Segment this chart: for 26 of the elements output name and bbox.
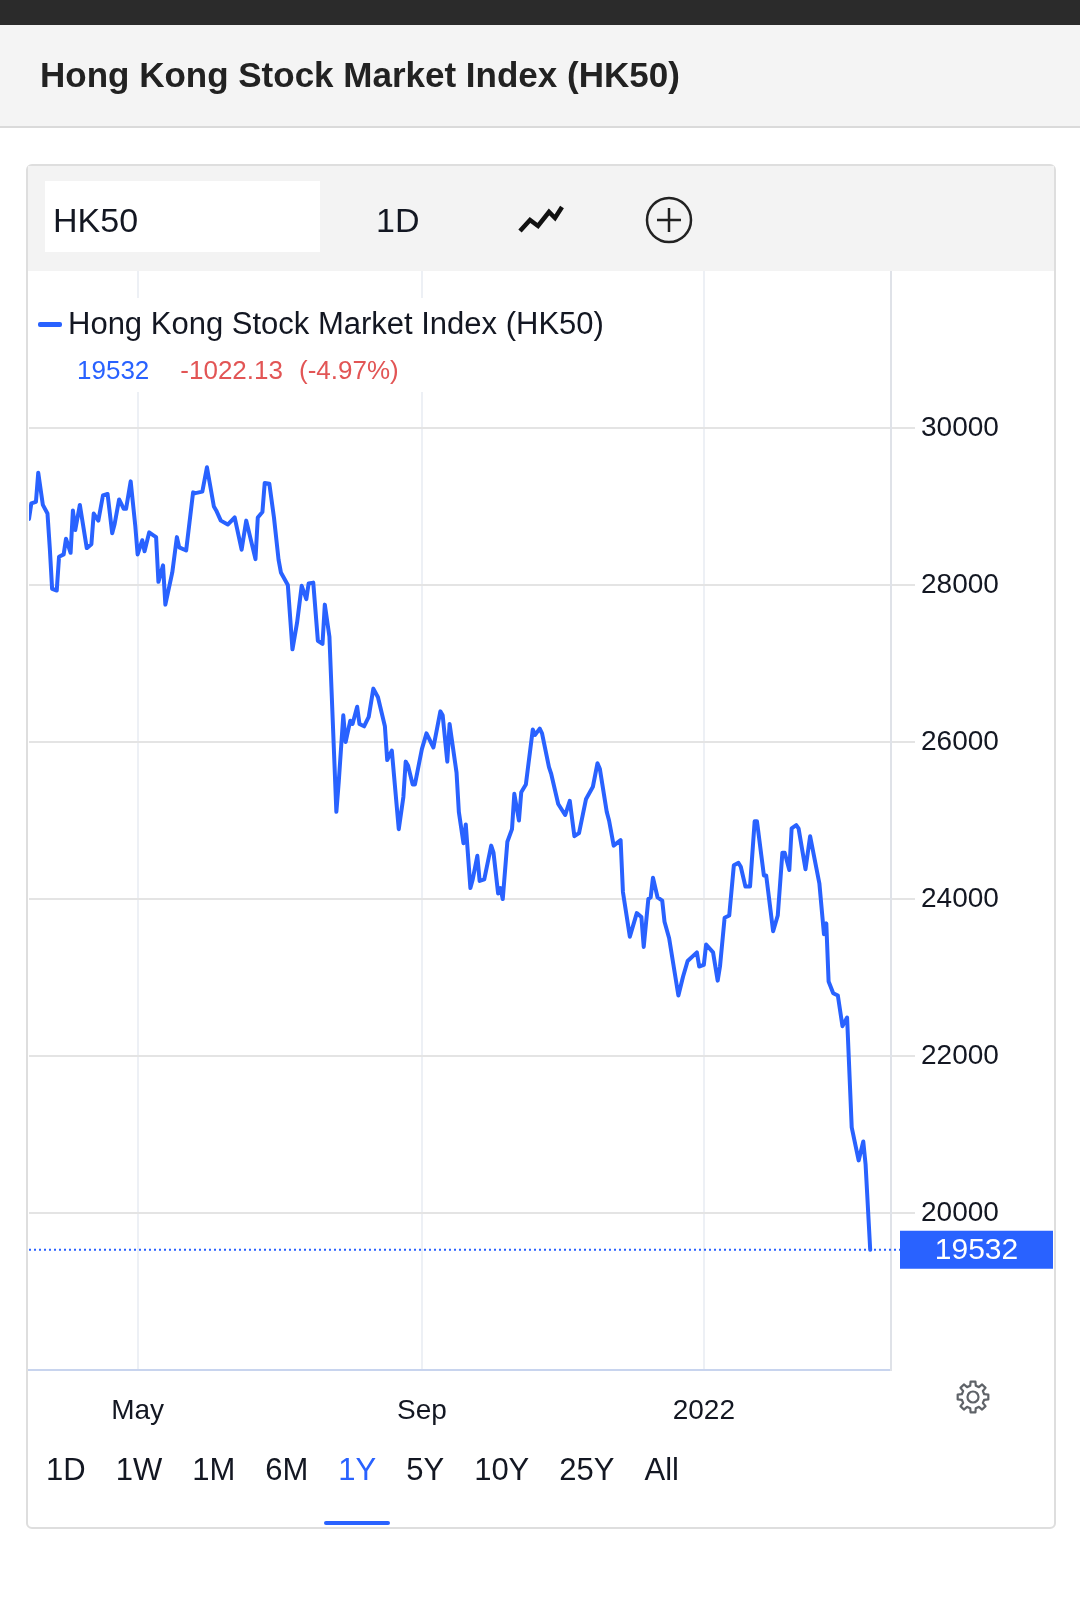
text: 25Y [559, 1451, 615, 1489]
y-tick-label: 26000 [921, 724, 999, 756]
ref-line-label: 19532 [934, 1232, 1019, 1265]
annotation: (-4.97%) [298, 354, 399, 387]
annotation: -1022.13 [180, 354, 283, 387]
text: 1D [376, 200, 420, 240]
text: 6M [265, 1451, 309, 1489]
y-tick-label: 22000 [921, 1038, 999, 1070]
y-tick-label: 24000 [921, 881, 999, 913]
chart-title: Hong Kong Stock Market Index (HK50) [40, 55, 680, 95]
text: All [644, 1451, 679, 1489]
text: 1Y [338, 1451, 377, 1489]
text: 1D [46, 1451, 86, 1489]
text: 5Y [406, 1451, 445, 1489]
y-tick-label: 30000 [921, 410, 999, 442]
x-tick-label: Sep [396, 1393, 447, 1425]
legend-label: Hong Kong Stock Market Index (HK50) [68, 305, 604, 343]
text: 1M [192, 1451, 236, 1489]
text: 10Y [474, 1451, 530, 1489]
text: 1W [115, 1451, 163, 1489]
y-tick-label: 20000 [921, 1195, 999, 1227]
annotation: 19532 [77, 354, 150, 387]
y-tick-label: 28000 [921, 567, 999, 599]
text: HK50 [53, 200, 139, 240]
x-tick-label: May [111, 1393, 165, 1425]
x-tick-label: 2022 [672, 1393, 735, 1425]
